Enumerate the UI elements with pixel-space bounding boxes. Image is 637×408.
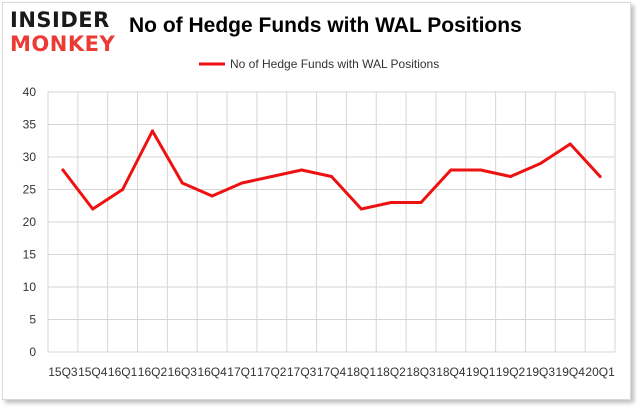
data-point [180, 181, 184, 185]
x-tick-label: 20Q1 [585, 365, 615, 379]
series-group [61, 129, 602, 211]
x-tick-label: 19Q3 [526, 365, 556, 379]
x-tick-label: 19Q2 [496, 365, 526, 379]
data-point [538, 162, 542, 165]
data-point [240, 181, 244, 185]
data-point [389, 201, 393, 204]
x-tick-label: 17Q4 [317, 365, 347, 379]
x-tick-label: 18Q1 [347, 365, 377, 379]
x-tick-label: 19Q4 [556, 365, 586, 379]
y-tick-label: 5 [29, 313, 36, 327]
y-tick-label: 0 [29, 345, 36, 359]
x-tick-label: 19Q1 [466, 365, 496, 379]
data-point [61, 168, 65, 172]
x-tick-label: 16Q2 [138, 365, 168, 379]
y-tick-label: 20 [23, 215, 37, 229]
x-tick-label: 17Q3 [287, 365, 317, 379]
data-point [150, 129, 154, 133]
data-point [359, 207, 363, 211]
x-tick-label: 16Q3 [168, 365, 198, 379]
y-tick-label: 35 [23, 118, 37, 132]
x-axis-tick-labels: 15Q3 15Q4 16Q1 16Q2 16Q3 16Q4 17Q1 17Q2 17Q3 17Q4… [48, 365, 615, 379]
chart-title: No of Hedge Funds with WAL Positions [129, 14, 522, 37]
data-point [300, 168, 304, 172]
insider-monkey-logo: INSIDER MONKEY [10, 8, 120, 56]
y-tick-label: 10 [23, 280, 37, 294]
x-tick-label: 15Q3 [48, 365, 78, 379]
x-tick-label: 18Q2 [377, 365, 407, 379]
data-point [598, 175, 602, 178]
y-tick-label: 30 [23, 150, 37, 164]
y-tick-label: 25 [23, 183, 37, 197]
x-tick-label: 15Q4 [78, 365, 108, 379]
y-axis-tick-labels: 0 5 10 15 20 25 30 35 40 [23, 85, 37, 359]
data-point [270, 175, 274, 178]
legend-label: No of Hedge Funds with WAL Positions [230, 57, 439, 71]
x-tick-label: 16Q1 [108, 365, 138, 379]
data-point [330, 175, 333, 178]
logo-text-insider: INSIDER [10, 8, 110, 32]
grid-lines [47, 91, 616, 353]
x-tick-label: 17Q2 [257, 365, 287, 379]
x-tick-label: 17Q1 [227, 365, 257, 379]
data-point [479, 168, 483, 172]
y-tick-label: 40 [23, 85, 37, 99]
data-point [449, 168, 453, 172]
legend: No of Hedge Funds with WAL Positions [199, 57, 439, 71]
x-tick-label: 16Q4 [197, 365, 227, 379]
series-line [61, 129, 602, 211]
x-tick-label: 18Q4 [436, 365, 466, 379]
data-point [121, 188, 125, 191]
x-tick-label: 18Q3 [406, 365, 436, 379]
y-tick-label: 15 [23, 248, 37, 262]
data-point [568, 142, 572, 146]
data-point [210, 194, 214, 198]
data-point [91, 207, 95, 211]
data-point [509, 175, 513, 178]
logo-text-monkey: MONKEY [10, 32, 116, 56]
data-point [419, 201, 423, 204]
